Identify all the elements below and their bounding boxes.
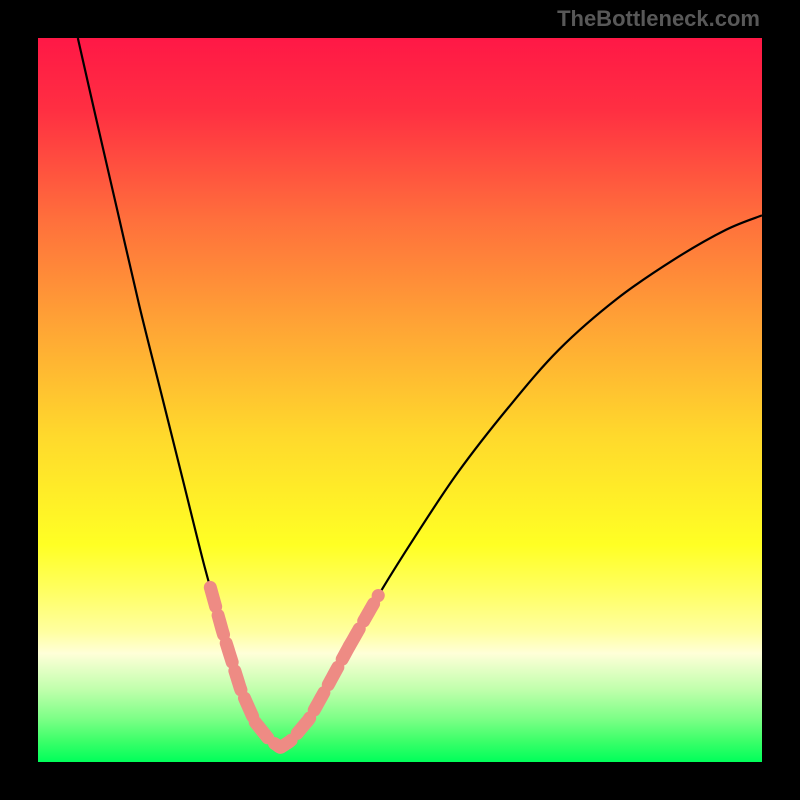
bottleneck-curve xyxy=(78,38,762,748)
overlay-dashes-mid xyxy=(255,646,349,747)
chart-svg xyxy=(38,38,762,762)
overlay-dashes-right xyxy=(349,595,378,646)
chart-frame: TheBottleneck.com xyxy=(0,0,800,800)
plot-area xyxy=(38,38,762,762)
overlay-dashes-left xyxy=(210,587,255,722)
watermark-text: TheBottleneck.com xyxy=(557,6,760,32)
